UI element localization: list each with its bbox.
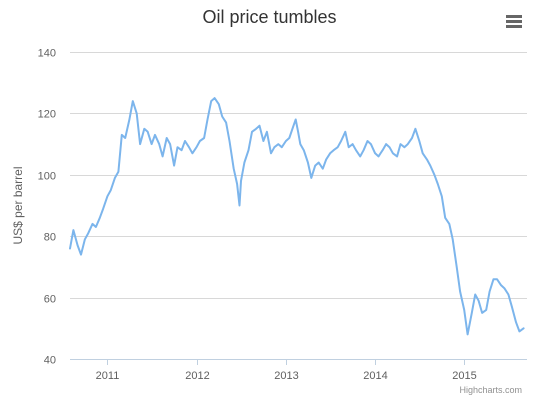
x-tick-label: 2012 [185, 370, 209, 382]
y-axis-title: US$ per barrel [11, 166, 25, 244]
chart-title: Oil price tumbles [202, 7, 337, 27]
y-tick-label: 60 [44, 294, 56, 306]
credits-link[interactable]: Highcharts.com [459, 385, 522, 395]
hamburger-menu-icon[interactable] [503, 12, 525, 32]
y-tick-label: 120 [38, 109, 56, 121]
y-tick-label: 100 [38, 171, 56, 183]
series-layer [69, 97, 525, 336]
x-tick-label: 2011 [96, 370, 120, 382]
x-tick-label: 2014 [363, 370, 387, 382]
axes: 40 60 80 100 120 140 2011 2012 2013 2014 2015 US$ p… [11, 48, 527, 382]
series-line [69, 97, 525, 336]
y-tick-label: 40 [44, 355, 56, 367]
menu-bar-line [506, 20, 522, 23]
x-tick-label: 2013 [274, 370, 298, 382]
y-tick-label: 140 [38, 48, 56, 60]
x-tick-label: 2015 [452, 370, 476, 382]
grid-lines [70, 52, 527, 360]
menu-bar-line [506, 25, 522, 28]
menu-bar-line [506, 15, 522, 18]
y-tick-label: 80 [44, 232, 56, 244]
